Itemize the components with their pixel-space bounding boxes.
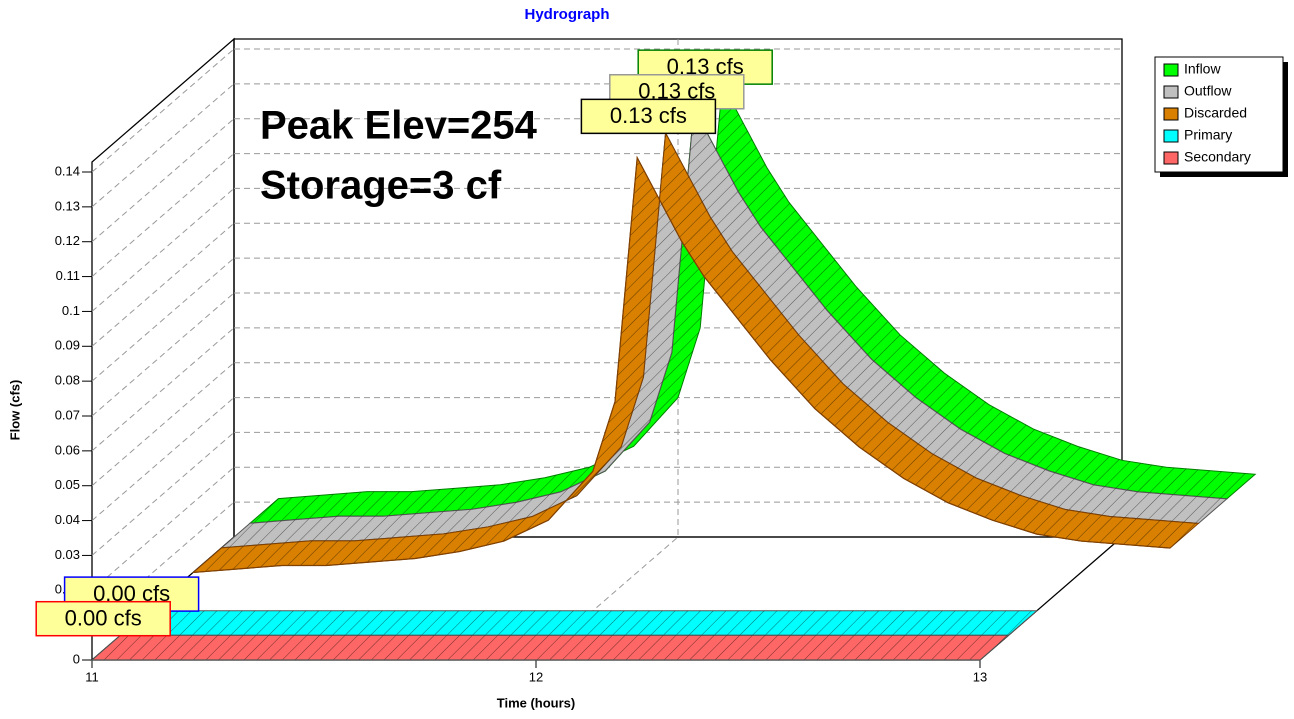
y-tick-label: 0.03: [55, 547, 80, 562]
x-tick-label: 12: [529, 669, 543, 684]
grid-line: [91, 362, 235, 487]
legend-label: Outflow: [1184, 83, 1232, 99]
annotation: Peak Elev=254: [260, 104, 538, 148]
ribbon-hatch: [221, 108, 1227, 548]
y-tick-label: 0.12: [55, 233, 80, 248]
ribbon-hatch: [250, 83, 1256, 524]
legend-label: Discarded: [1184, 105, 1247, 121]
x-axis-label: Time (hours): [497, 695, 576, 710]
legend-label: Inflow: [1184, 61, 1221, 77]
grid-line: [91, 327, 235, 452]
grid-line: [91, 292, 235, 417]
data-label-box: [580, 98, 717, 135]
y-tick-label: 0.06: [55, 442, 80, 457]
legend-swatch: [1163, 151, 1179, 165]
ribbon-hatch: [120, 610, 1037, 636]
y-tick-label: 0.04: [55, 512, 80, 527]
legend-swatch: [1163, 63, 1179, 77]
left-wall: [91, 37, 235, 660]
grid-line: [91, 466, 235, 591]
walls: 00.010.020.030.040.050.060.070.080.090.1…: [55, 37, 1124, 684]
x-tick-label: 13: [973, 669, 987, 684]
legend-label: Secondary: [1184, 149, 1251, 165]
grid-line: [91, 153, 235, 277]
legend-swatch: [1163, 107, 1179, 121]
y-tick-label: 0.09: [55, 338, 80, 353]
ribbon-hatch: [193, 133, 1199, 573]
data-label-box: [35, 600, 171, 637]
grid-line: [91, 118, 235, 243]
y-axis-label: Flow (cfs): [7, 380, 22, 441]
chart-title: Hydrograph: [524, 6, 609, 23]
y-tick-label: 0.14: [55, 163, 80, 178]
legend-label: Primary: [1184, 127, 1232, 143]
annotation: Storage=3 cf: [260, 164, 502, 208]
grid-line: [91, 83, 235, 208]
data-label: 0.00 cfs: [65, 606, 142, 631]
grid-line: [91, 48, 235, 173]
grid-line: [91, 397, 235, 521]
legend-swatch: [1163, 85, 1179, 99]
y-tick-label: 0.07: [55, 407, 80, 422]
y-tick-label: 0.1: [62, 303, 80, 318]
legend-items: Inflow Outflow Discarded Primary Secondary: [1163, 61, 1251, 165]
x-tick-label: 11: [85, 669, 99, 684]
ribbon-edge: [193, 155, 1171, 574]
ribbon-hatch: [92, 635, 1009, 660]
plot: [90, 82, 1257, 661]
grid-line: [91, 188, 235, 312]
y-tick-label: 0.11: [56, 268, 80, 283]
grid-line: [91, 432, 235, 556]
grid-line: [91, 257, 235, 382]
y-tick-label: 0: [73, 651, 80, 666]
y-tick-label: 0.13: [55, 198, 80, 213]
legend-swatch: [1163, 129, 1179, 143]
data-label: 0.13 cfs: [610, 103, 687, 128]
y-tick-label: 0.08: [55, 373, 80, 388]
y-tick-label: 0.05: [55, 477, 80, 492]
grid-line: [91, 222, 235, 347]
